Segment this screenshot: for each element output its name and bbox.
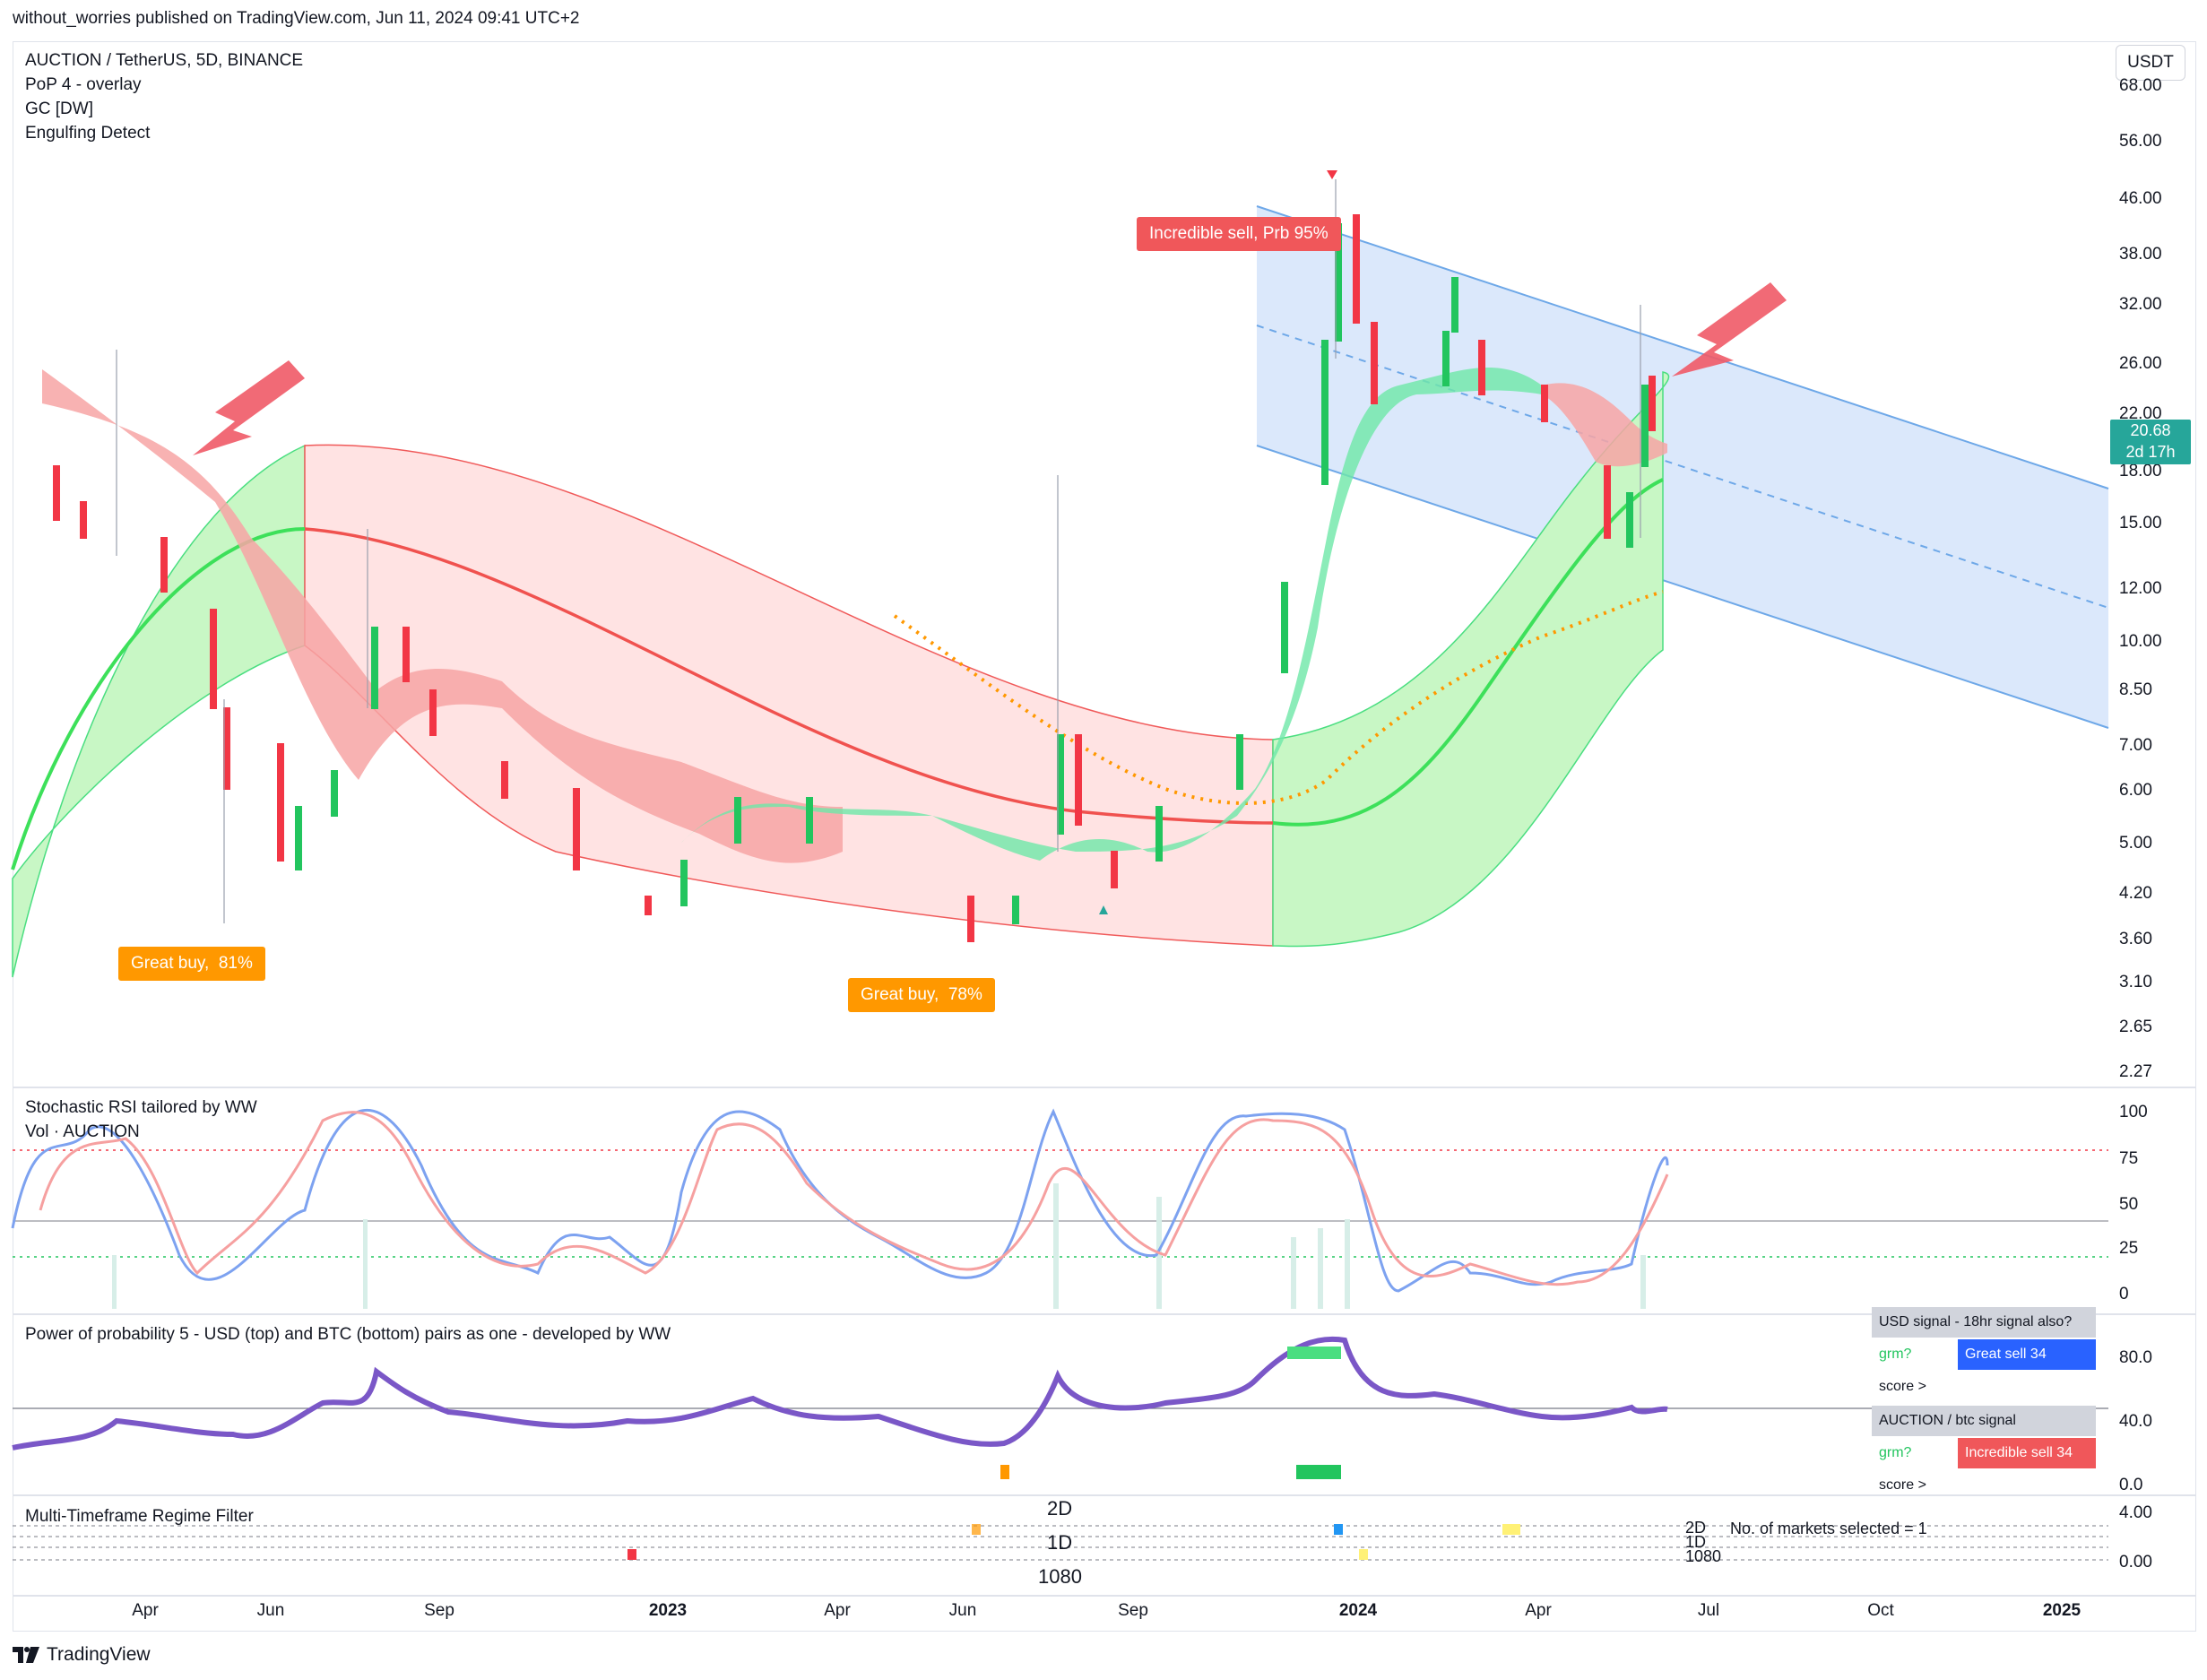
pop-tick: 40.0 xyxy=(2119,1412,2152,1431)
price-tick: 3.10 xyxy=(2119,973,2152,992)
price-tick: 4.20 xyxy=(2119,884,2152,903)
price-tick: 46.00 xyxy=(2119,189,2162,208)
stoch-d-line xyxy=(39,1111,1669,1286)
publish-info: without_worries published on TradingView… xyxy=(13,9,580,28)
indicator-gc[interactable]: GC [DW] xyxy=(25,100,93,118)
arrow-right-icon xyxy=(1672,282,1787,377)
green-band-right xyxy=(1272,371,1670,948)
volume-bars xyxy=(112,1183,1646,1309)
usd-signal-value: Great sell 34 xyxy=(1958,1339,2096,1370)
time-tick: 2023 xyxy=(648,1601,688,1620)
price-tick: 5.00 xyxy=(2119,834,2152,853)
mtf-title[interactable]: Multi-Timeframe Regime Filter xyxy=(25,1507,254,1526)
mtf-right-label: 2D xyxy=(1685,1519,1707,1537)
time-tick: Sep xyxy=(1118,1601,1148,1620)
price-tick: 38.00 xyxy=(2119,245,2162,264)
red-band xyxy=(304,444,1274,947)
usd-signal-header: USD signal - 18hr signal also? xyxy=(1872,1307,2096,1338)
price-tick: 26.00 xyxy=(2119,354,2162,373)
price-tick: 15.00 xyxy=(2119,514,2162,533)
mtf-right-label: 1080 xyxy=(1685,1547,1722,1565)
symbol-title[interactable]: AUCTION / TetherUS, 5D, BINANCE xyxy=(25,51,304,70)
btc-signal-header: AUCTION / btc signal xyxy=(1872,1406,2096,1436)
indicator-engulfing[interactable]: Engulfing Detect xyxy=(25,124,151,143)
stoch-tick: 25 xyxy=(2119,1239,2139,1258)
time-tick: Apr xyxy=(824,1601,851,1620)
btc-grm-label: grm? xyxy=(1879,1445,1912,1460)
time-tick: Oct xyxy=(1867,1601,1894,1620)
time-tick: Jun xyxy=(948,1601,977,1620)
tradingview-logo-icon xyxy=(13,1647,39,1663)
time-tick: Sep xyxy=(424,1601,454,1620)
brand-name: TradingView xyxy=(47,1644,151,1665)
indicator-pop4[interactable]: PoP 4 - overlay xyxy=(25,75,142,94)
last-price-value: 20.68 xyxy=(2130,421,2171,439)
stoch-title[interactable]: Stochastic RSI tailored by WW xyxy=(25,1098,257,1117)
time-tick: Apr xyxy=(132,1601,159,1620)
buy-signal-label: Great buy, 81% xyxy=(118,947,265,981)
time-tick: Jul xyxy=(1697,1601,1720,1620)
volume-title[interactable]: Vol · AUCTION xyxy=(25,1122,140,1141)
pop-tick: 0.0 xyxy=(2119,1476,2143,1494)
btc-score-label: score > xyxy=(1879,1477,1926,1493)
mtf-center-label: 2D xyxy=(1047,1497,1073,1520)
stoch-tick: 100 xyxy=(2119,1103,2148,1121)
pop-title[interactable]: Power of probability 5 - USD (top) and B… xyxy=(25,1325,671,1344)
usd-score-label: score > xyxy=(1879,1379,1926,1394)
mtf-center-label: 1D xyxy=(1047,1531,1073,1554)
sell-signal-label: Incredible sell, Prb 95% xyxy=(1137,217,1341,251)
pop-tick: 80.0 xyxy=(2119,1348,2152,1367)
price-tick: 22.00 xyxy=(2119,404,2162,423)
price-tick: 8.50 xyxy=(2119,680,2152,699)
price-tick: 56.00 xyxy=(2119,132,2162,151)
pop-line xyxy=(12,1336,1668,1451)
mtf-right-label: 1D xyxy=(1685,1533,1707,1551)
price-tick: 18.00 xyxy=(2119,462,2162,481)
time-tick: 2024 xyxy=(1338,1601,1378,1620)
price-tick: 2.27 xyxy=(2119,1062,2152,1081)
green-band-left xyxy=(12,444,306,978)
stoch-tick: 50 xyxy=(2119,1195,2139,1214)
stoch-tick: 0 xyxy=(2119,1285,2129,1303)
candles xyxy=(53,179,1656,942)
stoch-k-line xyxy=(11,1108,1669,1293)
stoch-tick: 75 xyxy=(2119,1149,2139,1168)
price-tick: 32.00 xyxy=(2119,295,2162,314)
time-tick: Apr xyxy=(1525,1601,1552,1620)
tradingview-logo[interactable]: TradingView xyxy=(13,1644,151,1666)
price-tick: 3.60 xyxy=(2119,930,2152,948)
mtf-center-label: 1080 xyxy=(1038,1565,1082,1588)
btc-signal-value: Incredible sell 34 xyxy=(1958,1438,2096,1468)
chart-frame xyxy=(13,41,2196,1632)
time-tick: 2025 xyxy=(2042,1601,2082,1620)
last-price-tag: 20.68 2d 17h xyxy=(2110,420,2191,464)
markets-note: No. of markets selected = 1 xyxy=(1730,1520,1927,1537)
bar-countdown: 2d 17h xyxy=(2125,443,2176,461)
price-tick: 10.00 xyxy=(2119,632,2162,651)
arrow-left-icon xyxy=(193,360,305,455)
pop-ribbon-red xyxy=(42,369,843,863)
buy-signal-label: Great buy, 78% xyxy=(848,978,995,1012)
mtf-tick: 4.00 xyxy=(2119,1503,2152,1522)
price-tick: 12.00 xyxy=(2119,579,2162,598)
price-tick: 6.00 xyxy=(2119,781,2152,800)
price-tick: 2.65 xyxy=(2119,1018,2152,1036)
price-tick: 68.00 xyxy=(2119,76,2162,95)
time-tick: Jun xyxy=(256,1601,285,1620)
usd-grm-label: grm? xyxy=(1879,1347,1912,1362)
mtf-tick: 0.00 xyxy=(2119,1553,2152,1572)
currency-button[interactable]: USDT xyxy=(2116,45,2185,81)
price-tick: 7.00 xyxy=(2119,736,2152,755)
